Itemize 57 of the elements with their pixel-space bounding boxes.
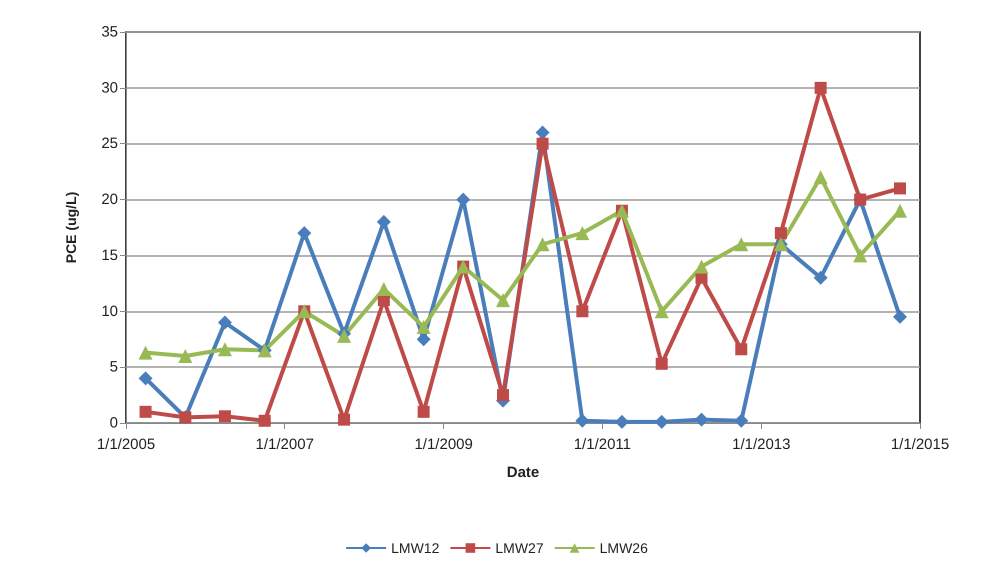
point xyxy=(418,406,430,418)
point xyxy=(376,214,391,229)
point xyxy=(575,226,590,240)
y-tick-label: 35 xyxy=(101,24,118,40)
point xyxy=(734,237,748,252)
point xyxy=(893,310,907,324)
point xyxy=(694,260,708,274)
x-tick-label: 1/1/2011 xyxy=(574,436,631,453)
point xyxy=(297,226,312,240)
point xyxy=(575,414,590,428)
point xyxy=(656,358,668,370)
point xyxy=(814,82,827,94)
point xyxy=(416,320,431,334)
point xyxy=(258,414,271,427)
point xyxy=(218,342,232,356)
point xyxy=(376,282,391,296)
legend-label: LMW12 xyxy=(391,540,440,556)
point xyxy=(497,389,509,402)
point xyxy=(694,412,708,427)
y-tick-label: 30 xyxy=(101,79,118,96)
legend-label: LMW27 xyxy=(495,540,544,556)
point xyxy=(774,227,787,240)
y-tick-label: 20 xyxy=(101,191,118,208)
y-axis-title: PCE (ug/L) xyxy=(63,192,79,264)
point xyxy=(138,371,153,386)
point xyxy=(576,305,588,318)
point xyxy=(536,237,550,252)
x-tick-label: 1/1/2009 xyxy=(414,436,473,453)
x-tick-label: 1/1/2013 xyxy=(732,436,790,453)
point xyxy=(814,270,828,285)
point xyxy=(734,414,748,428)
point xyxy=(654,304,669,318)
point xyxy=(735,343,748,356)
point xyxy=(894,182,906,194)
point xyxy=(138,346,153,360)
point xyxy=(814,170,828,184)
x-tick-label: 1/1/2007 xyxy=(256,436,314,453)
y-tick-label: 5 xyxy=(110,358,118,376)
point xyxy=(218,410,231,422)
point xyxy=(140,406,152,418)
point xyxy=(654,414,669,429)
point xyxy=(853,248,868,262)
point xyxy=(338,414,350,426)
y-tick-label: 10 xyxy=(101,302,118,320)
x-tick-label: 1/1/2015 xyxy=(890,436,950,453)
point xyxy=(893,204,907,218)
point xyxy=(178,348,192,363)
y-tick-label: 0 xyxy=(110,414,118,432)
point xyxy=(496,293,510,308)
legend-label: LMW26 xyxy=(600,540,648,556)
x-tick-label: 1/1/2005 xyxy=(96,436,156,453)
point xyxy=(218,315,232,330)
point xyxy=(536,138,549,150)
x-axis-title: Date xyxy=(506,464,540,481)
point xyxy=(614,414,629,429)
y-tick-label: 25 xyxy=(101,135,118,152)
y-tick-label: 15 xyxy=(101,246,118,264)
